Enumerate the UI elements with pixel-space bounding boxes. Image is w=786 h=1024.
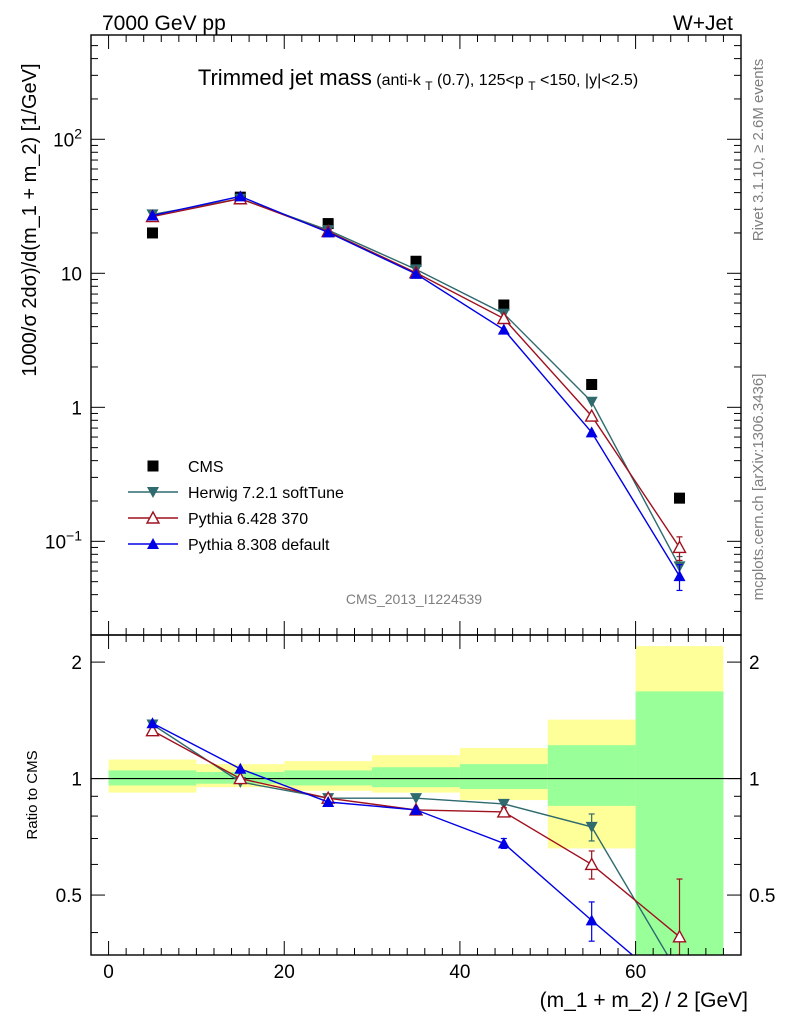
ratio-y-axis-title: Ratio to CMS — [24, 750, 41, 839]
band-inner-bin — [372, 767, 460, 788]
main-title-line: Trimmed jet mass (anti-k T (0.7), 125<p … — [198, 65, 638, 94]
header-left: 7000 GeV pp — [102, 12, 226, 35]
legend-marker — [147, 538, 159, 549]
main-point-cms — [674, 492, 686, 504]
legend: CMS Herwig 7.2.1 softTune Pythia 6.428 370… — [128, 459, 344, 554]
x-axis-title: (m_1 + m_2) / 2 [GeV] — [540, 989, 748, 1012]
ratio-point-herwig-7-2-1-softtune — [497, 798, 510, 810]
ratio-y-tick-label-left: 2 — [71, 653, 82, 674]
ratio-series-layer — [145, 717, 687, 955]
ratio-y-tick-label-right: 2 — [749, 653, 760, 674]
legend-entry: CMS — [147, 459, 224, 476]
legend-label: Herwig 7.2.1 softTune — [188, 485, 344, 502]
ratio-point-pythia-8-308-default — [322, 795, 335, 807]
main-point-pythia-6-428-370 — [672, 539, 687, 554]
main-y-tick-label: 102 — [53, 125, 82, 151]
band-inner-bin — [108, 770, 197, 786]
ratio-y-tick-label-right: 1 — [749, 770, 760, 791]
ratio-point-pythia-6-428-370 — [496, 804, 512, 818]
mcplots-label: mcplots.cern.ch [arXiv:1306.3436] — [750, 374, 767, 601]
main-point-pythia-8-308-default — [322, 226, 335, 238]
main-point-pythia-6-428-370 — [584, 408, 599, 422]
main-point-pythia-8-308-default — [585, 426, 598, 438]
ratio-point-pythia-8-308-default — [497, 837, 510, 849]
main-point-cms — [410, 255, 422, 267]
header-right: W+Jet — [673, 12, 733, 35]
x-tick-label: 60 — [625, 962, 646, 983]
chart-subtitle-part3: <150, |y|<2.5) — [540, 72, 638, 89]
x-tick-label: 40 — [449, 962, 470, 983]
main-point-herwig-7-2-1-softtune — [585, 396, 598, 408]
ratio-uncertainty-bands — [108, 646, 724, 955]
legend-label: Pythia 6.428 370 — [188, 511, 308, 528]
chart-title: Trimmed jet mass — [198, 65, 372, 90]
ratio-point-pythia-6-428-370 — [584, 856, 599, 871]
main-y-tick-base: 10 — [53, 130, 74, 151]
legend-marker — [145, 510, 161, 524]
main-y-axis-title: 1000/σ 2dσ)/d(m_1 + m_2) [1/GeV] — [19, 63, 41, 376]
main-series-layer — [145, 190, 687, 592]
main-y-tick-base: 10 — [45, 532, 66, 553]
main-series-group — [145, 190, 687, 592]
ratio-point-pythia-6-428-370 — [145, 723, 160, 737]
main-point-pythia-8-308-default — [410, 267, 422, 279]
main-point-cms — [322, 218, 334, 230]
main-y-tick-exp: 2 — [74, 125, 82, 141]
chart-subtitle-sub-t1: T — [425, 79, 433, 93]
ratio-y-tick-label-left: 1 — [71, 770, 82, 791]
ratio-y-tick-label-right: 0.5 — [749, 886, 775, 907]
chart-subtitle-part2: (0.7), 125<p — [437, 72, 524, 89]
main-y-tick-label: 10 — [61, 264, 82, 285]
x-tick-label: 0 — [103, 962, 114, 983]
ratio-point-pythia-8-308-default — [234, 762, 247, 774]
main-point-pythia-8-308-default — [497, 323, 510, 335]
ratio-point-pythia-6-428-370 — [233, 771, 248, 785]
main-point-pythia-8-308-default — [146, 209, 159, 221]
main-y-tick-base: 10 — [61, 264, 82, 285]
ratio-y-tick-label-left: 0.5 — [56, 886, 82, 907]
legend-marker — [147, 460, 159, 472]
x-tick-label: 20 — [274, 962, 295, 983]
chart-subtitle-sub-t2: T — [528, 79, 536, 93]
ratio-point-pythia-6-428-370 — [672, 929, 687, 943]
band-inner-bin — [459, 764, 548, 789]
ratio-point-herwig-7-2-1-softtune — [585, 821, 598, 833]
chart-subtitle-part1: (anti-k — [376, 72, 421, 89]
legend-label: CMS — [188, 459, 224, 476]
main-y-tick-exp: −1 — [66, 527, 82, 543]
main-point-pythia-8-308-default — [234, 190, 247, 202]
legend-label: Pythia 8.308 default — [188, 537, 330, 554]
band-inner-bin — [284, 770, 373, 786]
rivet-label: Rivet 3.1.10, ≥ 2.6M events — [750, 59, 767, 242]
main-point-pythia-8-308-default — [673, 570, 686, 582]
legend-entry: Pythia 8.308 default — [128, 537, 330, 554]
ratio-series-group — [145, 717, 687, 955]
main-point-cms — [146, 227, 158, 239]
main-y-tick-base: 1 — [71, 398, 82, 419]
ratio-frame — [90, 634, 742, 956]
main-y-tick-label: 1 — [71, 398, 82, 419]
ratio-point-herwig-7-2-1-softtune — [410, 793, 422, 805]
main-point-cms — [586, 378, 598, 390]
legend-entry: Herwig 7.2.1 softTune — [128, 485, 344, 502]
ratio-point-pythia-8-308-default — [585, 914, 598, 926]
main-y-tick-label: 10−1 — [45, 527, 82, 553]
legend-marker — [147, 487, 159, 498]
legend-entry: Pythia 6.428 370 — [128, 510, 308, 528]
ratio-point-pythia-8-308-default — [146, 717, 159, 729]
analysis-label: CMS_2013_I1224539 — [346, 591, 482, 607]
ratio-point-pythia-8-308-default — [410, 803, 422, 815]
main-point-cms — [498, 299, 510, 311]
band-inner-bin — [547, 745, 636, 806]
main-point-pythia-6-428-370 — [496, 311, 512, 325]
